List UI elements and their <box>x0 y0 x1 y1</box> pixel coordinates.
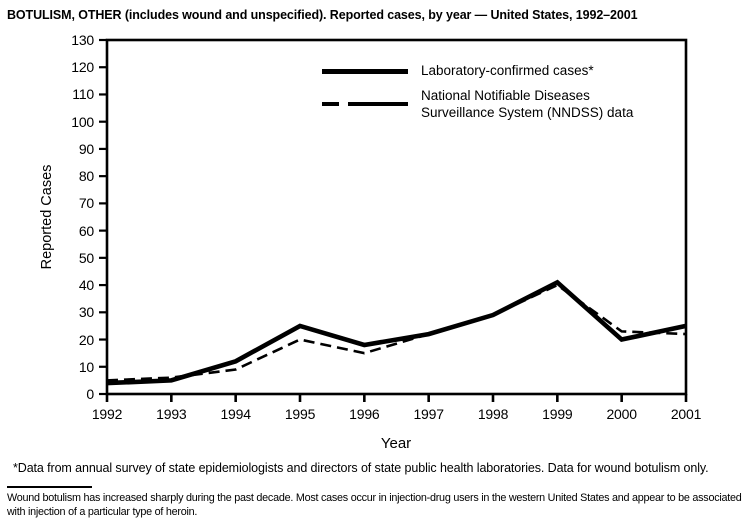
y-tick-label: 50 <box>78 249 94 266</box>
x-tick-label: 1995 <box>284 406 316 422</box>
x-tick-label: 1997 <box>413 406 444 422</box>
x-tick-label: 1993 <box>156 406 187 422</box>
y-tick-label: 70 <box>78 195 94 212</box>
x-tick-label: 2000 <box>606 406 637 422</box>
x-tick-label: 2001 <box>670 406 702 422</box>
x-tick-label: 1999 <box>542 406 573 422</box>
dash-segment <box>322 102 339 106</box>
y-tick-label: 120 <box>71 59 94 76</box>
y-tick-label: 30 <box>78 304 94 321</box>
y-axis-title: Reported Cases <box>39 164 55 270</box>
plot-frame <box>105 38 688 396</box>
x-axis-title: Year <box>380 435 412 452</box>
footnote-divider-rule <box>7 486 92 488</box>
x-tick-label: 1998 <box>477 406 509 422</box>
y-tick-label: 100 <box>71 113 94 130</box>
footnote-asterisk: *Data from annual survey of state epidem… <box>13 461 709 475</box>
x-tick-label: 1994 <box>220 406 251 422</box>
y-tick-label: 40 <box>78 277 94 294</box>
x-tick-label: 1992 <box>91 406 123 422</box>
footnote-bottom: Wound botulism has increased sharply dur… <box>7 491 747 519</box>
y-tick-label: 110 <box>72 86 94 103</box>
y-tick-label: 130 <box>71 32 94 48</box>
y-tick-label: 90 <box>78 140 94 157</box>
chart-title: BOTULISM, OTHER (includes wound and unsp… <box>7 8 638 22</box>
footnote-bottom-line1: Wound botulism has increased sharply dur… <box>7 492 742 504</box>
dash-segment <box>348 102 408 106</box>
y-tick-label: 10 <box>78 358 94 375</box>
legend-dashed-line-sample <box>322 102 408 106</box>
footnote-bottom-line2: with injection of a particular type of h… <box>7 506 198 518</box>
y-tick-label: 60 <box>78 222 94 239</box>
y-tick-label: 80 <box>78 168 94 185</box>
series-line-solid <box>106 279 687 386</box>
y-tick-label: 20 <box>78 331 94 348</box>
x-tick-label: 1996 <box>349 406 380 422</box>
legend-label-nndss-line2: Surveillance System (NNDSS) data <box>421 104 634 120</box>
series-line-dashed <box>106 283 687 382</box>
y-tick-label: 0 <box>86 386 94 402</box>
legend-label-lab-confirmed: Laboratory-confirmed cases* <box>421 63 594 78</box>
legend-label-nndss-line1: National Notifiable Diseases <box>421 88 590 103</box>
legend-solid-line-sample <box>322 69 408 74</box>
